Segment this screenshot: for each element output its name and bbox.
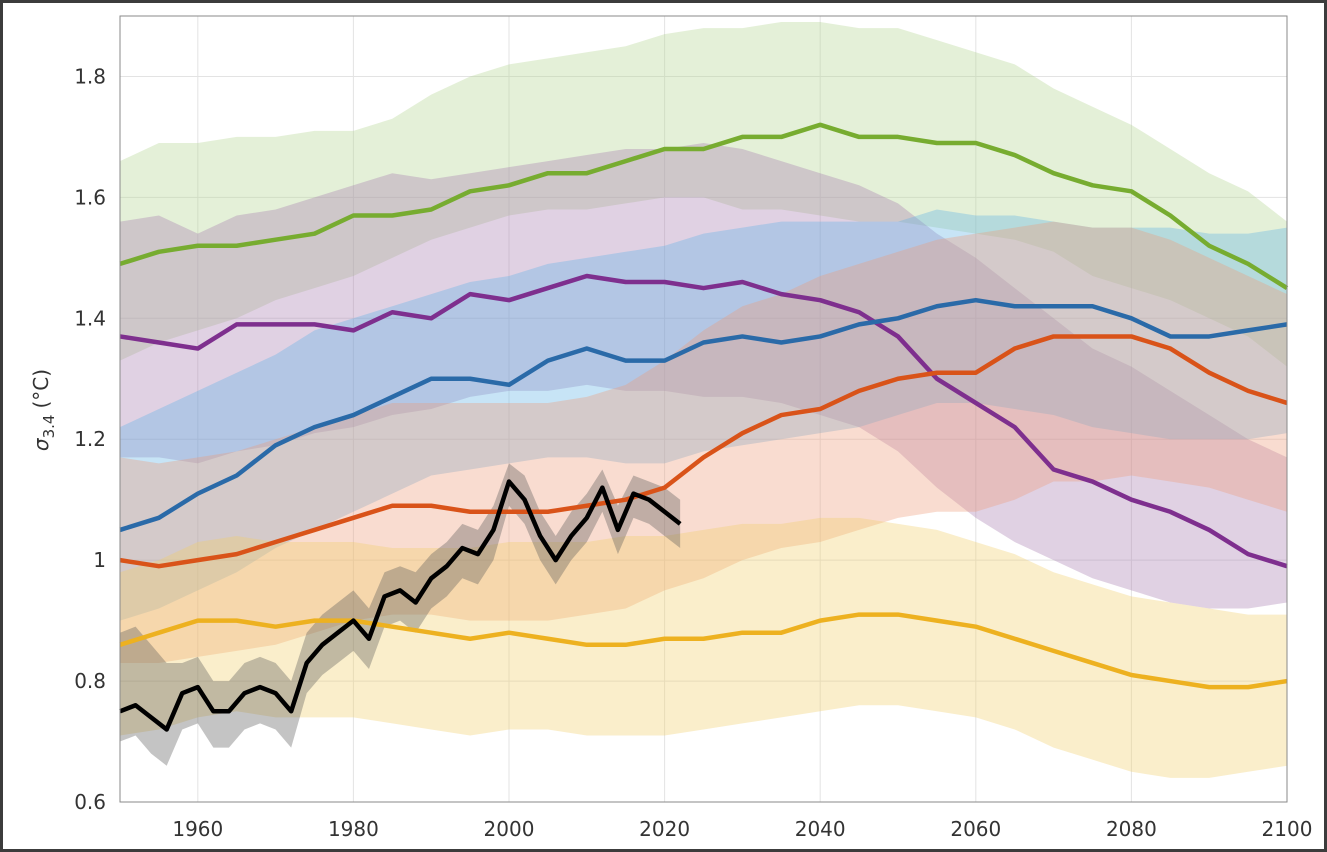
bands: [120, 22, 1287, 778]
lines: [119, 122, 1289, 732]
y-tick-label: 0.8: [74, 669, 106, 693]
x-tick-label: 1960: [172, 817, 223, 841]
y-tick-label: 1.6: [74, 185, 106, 209]
x-tick-label: 2100: [1262, 817, 1313, 841]
y-tick-label: 1.2: [74, 427, 106, 451]
uncertainty-band: [120, 517, 1287, 778]
uncertainty-band: [120, 221, 1287, 663]
x-tick-label: 2040: [795, 817, 846, 841]
y-label-unit: (°C): [29, 369, 53, 409]
series-line: [119, 612, 1288, 690]
x-tick-label: 2020: [639, 817, 690, 841]
uncertainty-band: [120, 209, 1287, 621]
series-line: [119, 122, 1289, 290]
y-tick-label: 1.8: [74, 64, 106, 88]
plot-area: 1960 1980 2000 2020 2040 2060 2080 2100 0.6 0.8 1 1…: [74, 15, 1313, 841]
x-tick-label: 2060: [950, 817, 1001, 841]
y-label-symbol: σ: [29, 437, 53, 451]
y-axis-label: σ3.4 (°C): [29, 369, 58, 451]
uncertainty-band: [120, 142, 1287, 609]
series-line: [119, 273, 1288, 569]
x-tick-label: 2080: [1106, 817, 1157, 841]
series-line: [119, 479, 682, 732]
x-tick-label: 1980: [328, 817, 379, 841]
x-tick-label: 2000: [484, 817, 535, 841]
y-tick-label: 0.6: [74, 790, 106, 814]
y-tick-label: 1.4: [74, 306, 106, 330]
series-line: [119, 334, 1288, 569]
series-line: [119, 297, 1288, 533]
axes-box: [119, 15, 1288, 803]
y-label-subscript: 3.4: [40, 415, 58, 439]
y-tick-label: 1: [93, 548, 106, 572]
uncertainty-band: [120, 22, 1287, 367]
